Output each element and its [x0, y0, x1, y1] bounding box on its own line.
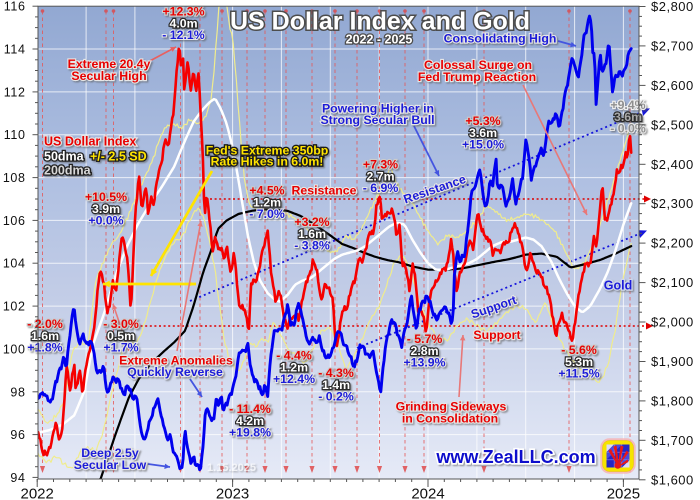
svg-text:US Dollar Index: US Dollar Index [44, 135, 136, 149]
svg-text:+1.8%: +1.8% [27, 341, 62, 355]
svg-text:$2,700: $2,700 [651, 38, 694, 53]
svg-text:Support: Support [473, 328, 520, 342]
svg-text:Secular High: Secular High [71, 69, 146, 83]
svg-text:112: 112 [4, 85, 26, 99]
svg-text:0.5m: 0.5m [107, 329, 135, 343]
svg-text:3.6m: 3.6m [469, 126, 497, 140]
svg-text:Rate Hikes in 6.0m!: Rate Hikes in 6.0m! [211, 155, 324, 169]
svg-text:+9.4%: +9.4% [610, 98, 645, 112]
svg-text:+3.2%: +3.2% [294, 215, 329, 229]
svg-text:+4.5%: +4.5% [249, 184, 284, 198]
svg-text:1.4m: 1.4m [322, 378, 350, 392]
svg-text:Fed's Extreme 350bp: Fed's Extreme 350bp [206, 144, 329, 158]
svg-text:1.6m: 1.6m [298, 227, 326, 241]
svg-text:+10.5%: +10.5% [85, 190, 127, 204]
svg-text:200dma: 200dma [44, 164, 92, 178]
svg-text:Gold: Gold [604, 279, 632, 293]
svg-text:Grinding Sideways: Grinding Sideways [396, 400, 507, 414]
svg-text:96: 96 [10, 428, 25, 442]
svg-text:2022: 2022 [21, 486, 54, 500]
svg-text:116: 116 [4, 0, 26, 14]
svg-text:- 5.7%: - 5.7% [407, 332, 443, 346]
svg-text:Powering Higher in: Powering Higher in [322, 102, 434, 116]
svg-text:$2,200: $2,200 [651, 236, 694, 251]
svg-text:+1.7%: +1.7% [103, 341, 138, 355]
svg-text:$2,000: $2,000 [651, 315, 694, 330]
svg-text:Resistance: Resistance [292, 184, 357, 198]
svg-text:98: 98 [10, 385, 25, 399]
svg-text:$2,300: $2,300 [651, 196, 694, 211]
svg-text:100: 100 [3, 342, 26, 356]
svg-text:2024: 2024 [411, 486, 444, 500]
svg-text:Fed Trump Reaction: Fed Trump Reaction [418, 70, 536, 84]
svg-text:Extreme Anomalies: Extreme Anomalies [119, 354, 233, 368]
svg-text:US Dollar Index and Gold: US Dollar Index and Gold [230, 8, 530, 36]
svg-text:106: 106 [3, 214, 26, 228]
svg-text:Strong Secular Bull: Strong Secular Bull [320, 113, 434, 127]
svg-text:+/- 2.5 SD: +/- 2.5 SD [90, 150, 147, 164]
svg-text:1.15.2025: 1.15.2025 [207, 462, 256, 474]
svg-text:- 0.2%: - 0.2% [318, 390, 354, 404]
svg-text:- 0.0%: - 0.0% [610, 122, 646, 136]
svg-text:1.2m: 1.2m [280, 360, 308, 374]
svg-text:- 6.9%: - 6.9% [363, 181, 399, 195]
svg-text:- 3.0%: - 3.0% [103, 317, 139, 331]
svg-text:4.0m: 4.0m [169, 16, 197, 30]
svg-text:5.3m: 5.3m [565, 355, 593, 369]
svg-text:Extreme 20.4y: Extreme 20.4y [68, 57, 151, 71]
svg-text:102: 102 [3, 300, 26, 314]
svg-text:$2,500: $2,500 [651, 117, 694, 132]
svg-text:www.ZealLLC.com: www.ZealLLC.com [435, 447, 595, 467]
svg-text:$2,100: $2,100 [651, 275, 694, 290]
svg-text:1.2m: 1.2m [253, 195, 281, 209]
svg-text:2022 - 2025: 2022 - 2025 [346, 33, 413, 47]
svg-text:$1,800: $1,800 [651, 393, 694, 408]
svg-text:104: 104 [3, 257, 26, 271]
svg-text:3.9m: 3.9m [92, 202, 120, 216]
svg-text:3.6m: 3.6m [614, 110, 642, 124]
svg-text:- 5.6%: - 5.6% [561, 343, 597, 357]
svg-text:Secular Low: Secular Low [74, 458, 147, 472]
svg-text:$2,400: $2,400 [651, 157, 694, 172]
svg-text:2023: 2023 [216, 486, 249, 500]
svg-text:- 3.8%: - 3.8% [294, 239, 330, 253]
svg-text:Quickly Reverse: Quickly Reverse [127, 365, 223, 379]
svg-text:$1,700: $1,700 [651, 433, 694, 448]
svg-text:- 11.4%: - 11.4% [229, 402, 271, 416]
svg-text:108: 108 [3, 171, 26, 185]
svg-text:2.7m: 2.7m [366, 169, 394, 183]
svg-text:+19.8%: +19.8% [229, 426, 271, 440]
svg-text:114: 114 [4, 43, 26, 57]
svg-text:$1,900: $1,900 [651, 354, 694, 369]
svg-text:$2,600: $2,600 [651, 78, 694, 93]
svg-text:2.8m: 2.8m [410, 344, 438, 358]
svg-text:- 12.1%: - 12.1% [162, 28, 204, 42]
svg-text:+5.3%: +5.3% [465, 114, 500, 128]
svg-text:4.2m: 4.2m [236, 414, 264, 428]
svg-text:+13.9%: +13.9% [403, 356, 445, 370]
svg-text:Consolidating High: Consolidating High [444, 32, 557, 46]
svg-text:+11.5%: +11.5% [558, 367, 599, 381]
svg-text:2025: 2025 [607, 486, 640, 500]
svg-text:+7.3%: +7.3% [363, 158, 398, 172]
svg-text:- 7.0%: - 7.0% [249, 207, 285, 221]
svg-text:Colossal Surge on: Colossal Surge on [424, 58, 532, 72]
svg-text:+12.4%: +12.4% [273, 372, 315, 386]
svg-text:50dma: 50dma [44, 150, 85, 164]
svg-text:+12.3%: +12.3% [162, 5, 204, 19]
svg-text:94: 94 [10, 471, 25, 485]
svg-text:+0.0%: +0.0% [88, 214, 123, 228]
svg-text:$2,800: $2,800 [651, 0, 694, 14]
svg-text:110: 110 [4, 128, 26, 142]
svg-text:- 4.4%: - 4.4% [276, 349, 312, 363]
svg-text:$1,600: $1,600 [651, 472, 694, 487]
svg-text:in Consolidation: in Consolidation [402, 412, 498, 426]
svg-text:+15.0%: +15.0% [462, 138, 504, 152]
svg-text:Deep 2.5y: Deep 2.5y [81, 446, 139, 460]
svg-text:- 4.3%: - 4.3% [318, 366, 354, 380]
